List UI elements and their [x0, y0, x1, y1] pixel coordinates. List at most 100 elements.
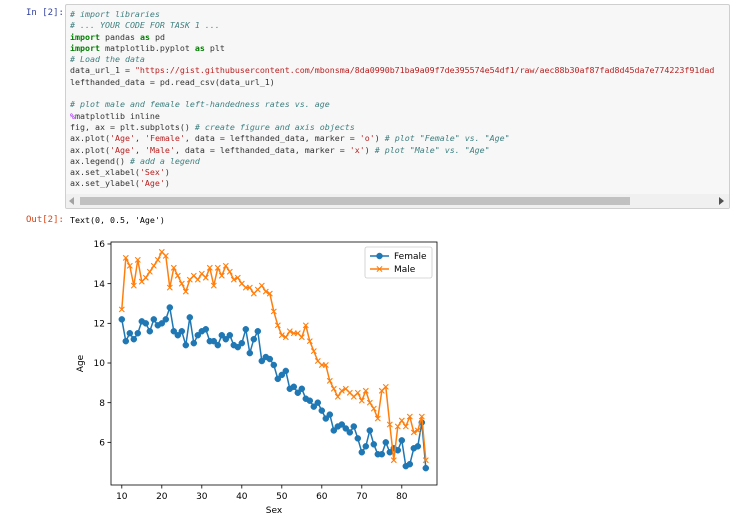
code-line: %matplotlib inline [70, 111, 160, 121]
x-tick-label: 70 [356, 492, 368, 502]
male-point [122, 254, 129, 261]
female-point [278, 371, 286, 379]
male-point [326, 377, 333, 384]
male-point [358, 397, 365, 404]
female-point [178, 328, 186, 335]
male-point [182, 288, 189, 295]
code-token: ax.set_xlabel( [70, 167, 140, 178]
female-point [326, 411, 334, 418]
male-point [386, 421, 393, 428]
female-point [210, 337, 218, 345]
code-token: pandas [99, 31, 140, 42]
female-point [358, 449, 366, 456]
female-point [182, 341, 190, 349]
code-token: , data = lefthanded_data, marker = [184, 133, 360, 144]
scroll-right-icon[interactable] [719, 197, 724, 205]
scroll-left-icon[interactable] [69, 197, 74, 205]
code-token: ax.set_ylabel( [70, 178, 140, 189]
code-token: ) [364, 144, 375, 155]
male-point [338, 387, 345, 394]
male-point [306, 338, 313, 345]
male-point [398, 417, 405, 424]
female-point [330, 427, 338, 434]
code-token: import [70, 42, 100, 53]
male-point [126, 262, 133, 269]
code-token: 'Female' [144, 133, 185, 144]
female-point [318, 407, 326, 414]
female-point [234, 343, 242, 351]
code-token: # Load the data [70, 54, 145, 65]
female-point [314, 399, 322, 406]
code-token: 'x' [349, 144, 365, 155]
male-point [274, 322, 281, 329]
female-point [354, 435, 362, 442]
male-line [121, 251, 427, 461]
x-tick-label: 20 [156, 492, 168, 502]
code-cell[interactable]: # import libraries # ... YOUR CODE FOR T… [65, 4, 730, 209]
legend-label: Female [394, 252, 427, 262]
female-point [346, 429, 354, 436]
female-point [282, 367, 290, 375]
x-tick-label: 40 [236, 492, 248, 502]
code-editor[interactable]: # import libraries # ... YOUR CODE FOR T… [70, 9, 714, 190]
male-point [230, 276, 237, 283]
scrollbar-thumb[interactable] [80, 197, 630, 205]
male-point [382, 383, 389, 390]
x-tick-label: 60 [316, 492, 328, 502]
female-point [246, 349, 254, 357]
code-token: matplotlib inline [75, 110, 160, 121]
female-point [170, 328, 178, 335]
male-point [282, 334, 289, 341]
male-point [394, 423, 401, 430]
female-point [134, 329, 142, 337]
code-token: as [139, 31, 150, 42]
female-point [174, 331, 182, 339]
male-point [222, 262, 229, 269]
female-point [406, 460, 414, 468]
code-token: import [70, 31, 100, 42]
x-tick-label: 80 [396, 492, 408, 502]
female-point [254, 328, 262, 335]
male-point [206, 264, 213, 271]
male-point [410, 429, 417, 436]
code-token: 'Age' [109, 144, 135, 155]
male-point [354, 389, 361, 396]
female-point [338, 421, 346, 428]
code-token: fig, ax = plt.subplots() [70, 121, 195, 132]
male-point [214, 264, 221, 271]
female-point [350, 423, 358, 430]
male-point [422, 457, 429, 464]
code-token: # create figure and axis objects [194, 121, 355, 132]
code-token: ) [374, 133, 385, 144]
code-line: ax.set_xlabel('Sex') [70, 167, 170, 177]
code-token: # ... YOUR CODE FOR TASK 1 ... [70, 20, 220, 31]
male-point [414, 427, 421, 434]
code-token: plt [204, 42, 225, 53]
male-point [310, 348, 317, 355]
code-token: # import libraries [70, 9, 160, 19]
code-token: 'Age' [139, 178, 165, 189]
female-point [414, 443, 422, 450]
female-point [378, 451, 386, 458]
female-point [310, 403, 318, 410]
code-token: , [134, 144, 145, 155]
code-line: lefthanded_data = pd.read_csv(data_url_1… [70, 77, 275, 87]
male-point [406, 413, 413, 420]
male-point [234, 274, 241, 281]
code-token: # plot male and female left-handedness r… [70, 99, 330, 110]
female-point [250, 335, 258, 343]
male-point [266, 290, 273, 297]
horizontal-scrollbar[interactable] [66, 194, 729, 208]
female-point [130, 335, 138, 343]
code-token: , data = lefthanded_data, marker = [174, 144, 350, 155]
code-token: 'o' [359, 133, 375, 144]
female-point [306, 397, 314, 404]
code-token: # plot "Female" vs. "Age" [384, 133, 510, 144]
male-point [134, 256, 141, 263]
x-axis-label: Sex [266, 506, 283, 516]
code-token: ax.plot( [70, 133, 110, 144]
female-point [398, 437, 406, 444]
male-point [298, 334, 305, 341]
male-point [118, 306, 125, 313]
male-point [322, 361, 329, 368]
